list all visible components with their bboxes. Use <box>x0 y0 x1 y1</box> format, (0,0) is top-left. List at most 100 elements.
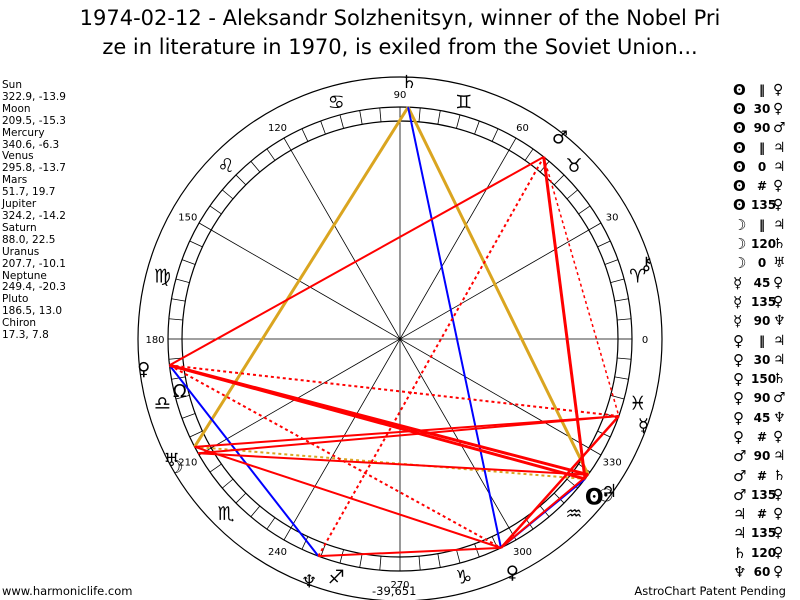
aspect-row: ☿ 45 ♀ <box>733 273 799 292</box>
aspect-planet-glyph: ♀ <box>773 274 784 291</box>
zodiac-sign-glyph: ♎ <box>154 393 171 415</box>
degree-label: 60 <box>516 123 529 134</box>
degree-tick <box>617 357 632 360</box>
aspect-symbol: 135 <box>751 487 777 502</box>
aspect-planet-glyph: ♄ <box>773 236 786 253</box>
aspect-symbol: ‖ <box>759 217 765 232</box>
degree-label: 210 <box>178 458 197 469</box>
degree-tick <box>189 240 203 248</box>
degree-tick <box>250 505 261 517</box>
degree-tick <box>588 222 602 231</box>
aspect-line <box>194 445 502 549</box>
degree-tick <box>491 128 499 142</box>
aspect-planet-glyph: ♂ <box>733 447 747 466</box>
degree-tick <box>283 137 292 151</box>
planet-name: Sun <box>2 79 22 91</box>
degree-tick <box>604 259 619 265</box>
aspect-symbol: 90 <box>753 314 771 329</box>
aspect-line <box>169 364 619 418</box>
website-link[interactable]: www.harmoniclife.com <box>2 584 133 598</box>
aspect-planet-glyph: ☽ <box>733 235 747 254</box>
aspect-planet-glyph: ♃ <box>773 448 786 465</box>
planet-coords: 249.4, -20.3 <box>2 281 66 294</box>
aspect-planet-glyph: ♄ <box>733 543 747 562</box>
planet-glyph: ♀ <box>506 562 519 583</box>
aspect-line <box>406 106 590 476</box>
degree-tick <box>474 120 480 135</box>
aspect-symbol: 135 <box>751 198 777 213</box>
aspect-symbol: 45 <box>753 410 771 425</box>
planet-name: Saturn <box>2 221 37 234</box>
aspect-row: ♀ 45 ♆ <box>733 408 799 427</box>
aspect-row: ♀ ‖ ♃ <box>733 331 799 350</box>
degree-tick <box>168 318 183 321</box>
aspect-line <box>198 452 589 476</box>
aspect-row: ʘ ‖ ♀ <box>733 80 799 99</box>
aspect-planet-glyph: ʘ <box>733 80 746 99</box>
sign-glyphs: ♈ ♉ ♊ ♋ ♌ ♍ ♎ ♏ ♐ ♑ ♒ ♓ <box>154 91 646 588</box>
zodiac-sign-glyph: ♏ <box>218 503 235 525</box>
aspect-row: ʘ 0 ♃ <box>733 157 799 176</box>
degree-label: 120 <box>268 123 287 134</box>
aspect-planet-glyph: ʘ <box>733 99 746 118</box>
planet-coords: 340.6, -6.3 <box>2 138 60 151</box>
aspect-row: ʘ ‖ ♃ <box>733 138 799 157</box>
aspect-symbol: 0 <box>757 159 767 174</box>
planet-name: Chiron <box>2 317 37 330</box>
degree-tick <box>209 463 222 473</box>
degree-tick <box>209 205 222 215</box>
aspect-planet-glyph: ʘ <box>733 157 746 176</box>
planet-glyph: ♃ <box>601 481 617 502</box>
aspect-line <box>407 106 502 549</box>
title-line-2: ze in literature in 1970, is exiled from… <box>102 35 698 59</box>
brand-label: AstroChart Patent Pending <box>634 584 786 598</box>
planet-name: Pluto <box>2 293 29 306</box>
aspect-row: ♀ 30 ♃ <box>733 350 799 369</box>
aspect-row: ʘ 90 ♂ <box>733 119 799 138</box>
aspect-planet-glyph: ♃ <box>773 332 786 349</box>
zodiac-sign-glyph: ♉ <box>565 155 582 177</box>
aspect-symbol: # <box>756 179 768 194</box>
degree-tick <box>235 492 247 504</box>
degree-label: 330 <box>603 458 622 469</box>
degree-tick <box>359 553 363 568</box>
degree-tick <box>566 189 578 200</box>
planet-coords: 88.0, 22.5 <box>2 233 56 246</box>
degree-label: 180 <box>145 335 164 346</box>
aspect-planet-glyph: ♃ <box>773 158 786 175</box>
aspect-symbol: 30 <box>753 352 771 367</box>
aspect-planet-glyph: ♀ <box>773 564 784 581</box>
degree-tick <box>339 549 344 564</box>
title-line-1: 1974-02-12 - Aleksandr Solzhenitsyn, win… <box>79 6 721 30</box>
aspect-planet-glyph: ♀ <box>733 427 744 446</box>
planet-glyph: ♂ <box>552 128 568 149</box>
aspect-planet-glyph: ☽ <box>733 254 747 273</box>
aspect-planet-glyph: ♆ <box>733 563 747 582</box>
aspect-row: ♂ 135 ♀ <box>733 485 799 504</box>
degree-tick <box>359 110 363 125</box>
aspect-planet-glyph: ♀ <box>773 544 784 561</box>
aspect-line <box>168 364 320 557</box>
planet-name: Uranus <box>2 245 40 258</box>
degree-tick <box>578 205 591 215</box>
degree-label: 270 <box>390 580 409 591</box>
aspect-list: ʘ ‖ ♀ ʘ 30 ♀ ʘ 90 ♂ ʘ ‖ ♃ ʘ 0 ♃ ʘ # ♀ ʘ 135 ♀ ☽ ‖ ♃ ☽ 120 ♄ ☽ 0 ♅ ☿ 45 ♀… <box>733 80 799 582</box>
degree-tick <box>553 174 565 186</box>
aspect-row: ♀ 150 ♄ <box>733 369 799 388</box>
sun-glyph: ʘ <box>585 485 604 510</box>
aspect-planet-glyph: ♀ <box>773 100 784 117</box>
zodiac-sign-glyph: ♐ <box>328 567 345 589</box>
aspect-row: ♄ 120 ♀ <box>733 543 799 562</box>
degree-tick <box>597 240 611 248</box>
planet-glyph: ⚷ <box>640 253 653 274</box>
aspect-row: ☽ 0 ♅ <box>733 254 799 273</box>
zodiac-sign-glyph: ♒ <box>565 503 582 525</box>
aspect-planet-glyph: ♂ <box>773 120 786 137</box>
aspect-planet-glyph: ♀ <box>773 428 784 445</box>
aspect-row: ☿ 90 ♆ <box>733 312 799 331</box>
aspect-symbol: ‖ <box>759 333 765 348</box>
planet-name: Moon <box>2 102 31 115</box>
degree-tick <box>524 148 534 161</box>
degree-tick <box>617 318 632 321</box>
